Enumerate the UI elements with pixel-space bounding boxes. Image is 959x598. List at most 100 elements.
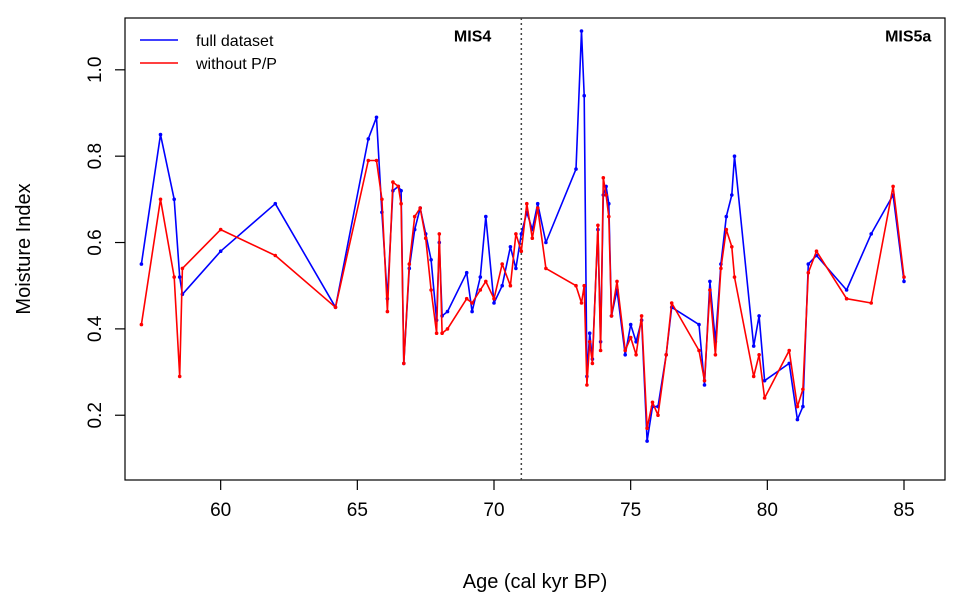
data-point-without-p-p: [598, 348, 603, 353]
data-point-without-p-p: [530, 236, 535, 240]
data-point-full-dataset: [139, 262, 144, 266]
data-point-without-p-p: [574, 283, 578, 288]
y-tick-label: 0.2: [85, 402, 106, 428]
data-point-without-p-p: [757, 353, 761, 357]
data-point-full-dataset: [514, 266, 518, 271]
data-point-full-dataset: [374, 115, 379, 120]
data-point-without-p-p: [645, 426, 649, 431]
data-point-without-p-p: [664, 353, 668, 357]
data-point-without-p-p: [139, 322, 144, 327]
data-point-without-p-p: [615, 279, 619, 284]
y-tick-label: 0.6: [85, 229, 106, 255]
plot-frame: [124, 17, 946, 481]
data-point-full-dataset: [762, 378, 767, 383]
data-point-without-p-p: [585, 383, 589, 387]
data-point-without-p-p: [604, 193, 608, 197]
data-point-full-dataset: [582, 93, 586, 98]
data-point-without-p-p: [418, 206, 423, 210]
data-point-without-p-p: [596, 223, 600, 228]
data-point-full-dataset: [478, 275, 483, 279]
data-point-full-dataset: [508, 245, 513, 249]
data-point-full-dataset: [730, 193, 734, 197]
data-point-full-dataset: [177, 275, 182, 279]
data-point-full-dataset: [732, 154, 737, 158]
x-tick-label: 85: [893, 500, 914, 521]
data-point-without-p-p: [697, 348, 701, 353]
data-point-without-p-p: [385, 309, 390, 314]
data-point-without-p-p: [582, 283, 586, 288]
data-point-without-p-p: [669, 301, 674, 305]
data-point-without-p-p: [902, 275, 906, 279]
data-point-without-p-p: [844, 296, 849, 301]
data-point-full-dataset: [587, 331, 592, 336]
data-point-without-p-p: [412, 214, 417, 219]
data-point-full-dataset: [844, 288, 849, 292]
data-point-without-p-p: [273, 253, 278, 258]
x-axis-title: Age (cal kyr BP): [463, 571, 607, 593]
data-point-without-p-p: [172, 275, 176, 279]
data-point-without-p-p: [402, 361, 406, 366]
data-point-full-dataset: [470, 309, 474, 314]
data-point-full-dataset: [902, 279, 906, 284]
data-point-without-p-p: [492, 296, 496, 301]
data-point-full-dataset: [751, 344, 756, 348]
data-point-full-dataset: [273, 201, 278, 206]
data-point-full-dataset: [544, 240, 548, 245]
legend-label-full-dataset: full dataset: [196, 33, 274, 50]
data-point-without-p-p: [478, 288, 483, 292]
data-point-full-dataset: [645, 439, 649, 443]
data-point-full-dataset: [218, 249, 223, 253]
data-point-without-p-p: [730, 245, 734, 249]
data-point-full-dataset: [484, 214, 488, 219]
data-point-without-p-p: [366, 158, 371, 163]
data-point-full-dataset: [795, 417, 800, 422]
data-point-without-p-p: [795, 404, 800, 409]
series-line-without-p-p: [140, 159, 905, 430]
data-point-full-dataset: [869, 232, 873, 236]
data-point-without-p-p: [500, 262, 505, 266]
annotation-mis4: MIS4: [454, 28, 491, 45]
data-point-full-dataset: [708, 279, 712, 284]
data-point-without-p-p: [623, 348, 627, 353]
data-point-without-p-p: [396, 184, 401, 189]
data-point-full-dataset: [623, 353, 627, 357]
data-point-full-dataset: [500, 283, 505, 288]
x-tick-label: 80: [757, 500, 778, 521]
data-point-without-p-p: [702, 378, 707, 383]
data-point-full-dataset: [366, 137, 371, 141]
data-point-without-p-p: [177, 374, 182, 379]
data-point-without-p-p: [180, 266, 185, 271]
data-point-full-dataset: [724, 214, 729, 219]
data-point-without-p-p: [801, 387, 805, 392]
data-point-full-dataset: [628, 322, 633, 327]
data-point-without-p-p: [437, 232, 442, 236]
series-without-p-p: [139, 158, 906, 431]
data-point-without-p-p: [440, 331, 444, 336]
data-point-without-p-p: [656, 413, 660, 418]
data-point-without-p-p: [544, 266, 548, 271]
series-layer: [139, 29, 906, 443]
data-point-without-p-p: [525, 201, 529, 206]
data-point-without-p-p: [158, 197, 163, 202]
y-tick-label: 0.8: [85, 143, 106, 169]
data-point-full-dataset: [574, 167, 578, 171]
data-point-full-dataset: [519, 232, 524, 236]
data-point-without-p-p: [869, 301, 873, 305]
data-point-without-p-p: [590, 361, 595, 366]
y-axis-ticks: 0.2 0.4 0.6 0.8 1.0: [85, 57, 125, 428]
data-point-without-p-p: [787, 348, 791, 353]
data-point-full-dataset: [399, 188, 403, 193]
legend-label-without-pp: without P/P: [195, 56, 277, 73]
data-point-without-p-p: [708, 288, 712, 292]
y-axis-title: Moisture Index: [13, 183, 35, 314]
data-point-full-dataset: [445, 309, 450, 314]
data-point-without-p-p: [380, 197, 384, 202]
data-point-without-p-p: [535, 206, 540, 210]
data-point-without-p-p: [434, 331, 439, 336]
data-point-full-dataset: [535, 201, 540, 206]
data-point-without-p-p: [762, 396, 767, 400]
data-point-without-p-p: [445, 327, 450, 331]
x-tick-label: 65: [347, 500, 368, 521]
x-tick-label: 60: [210, 500, 231, 521]
